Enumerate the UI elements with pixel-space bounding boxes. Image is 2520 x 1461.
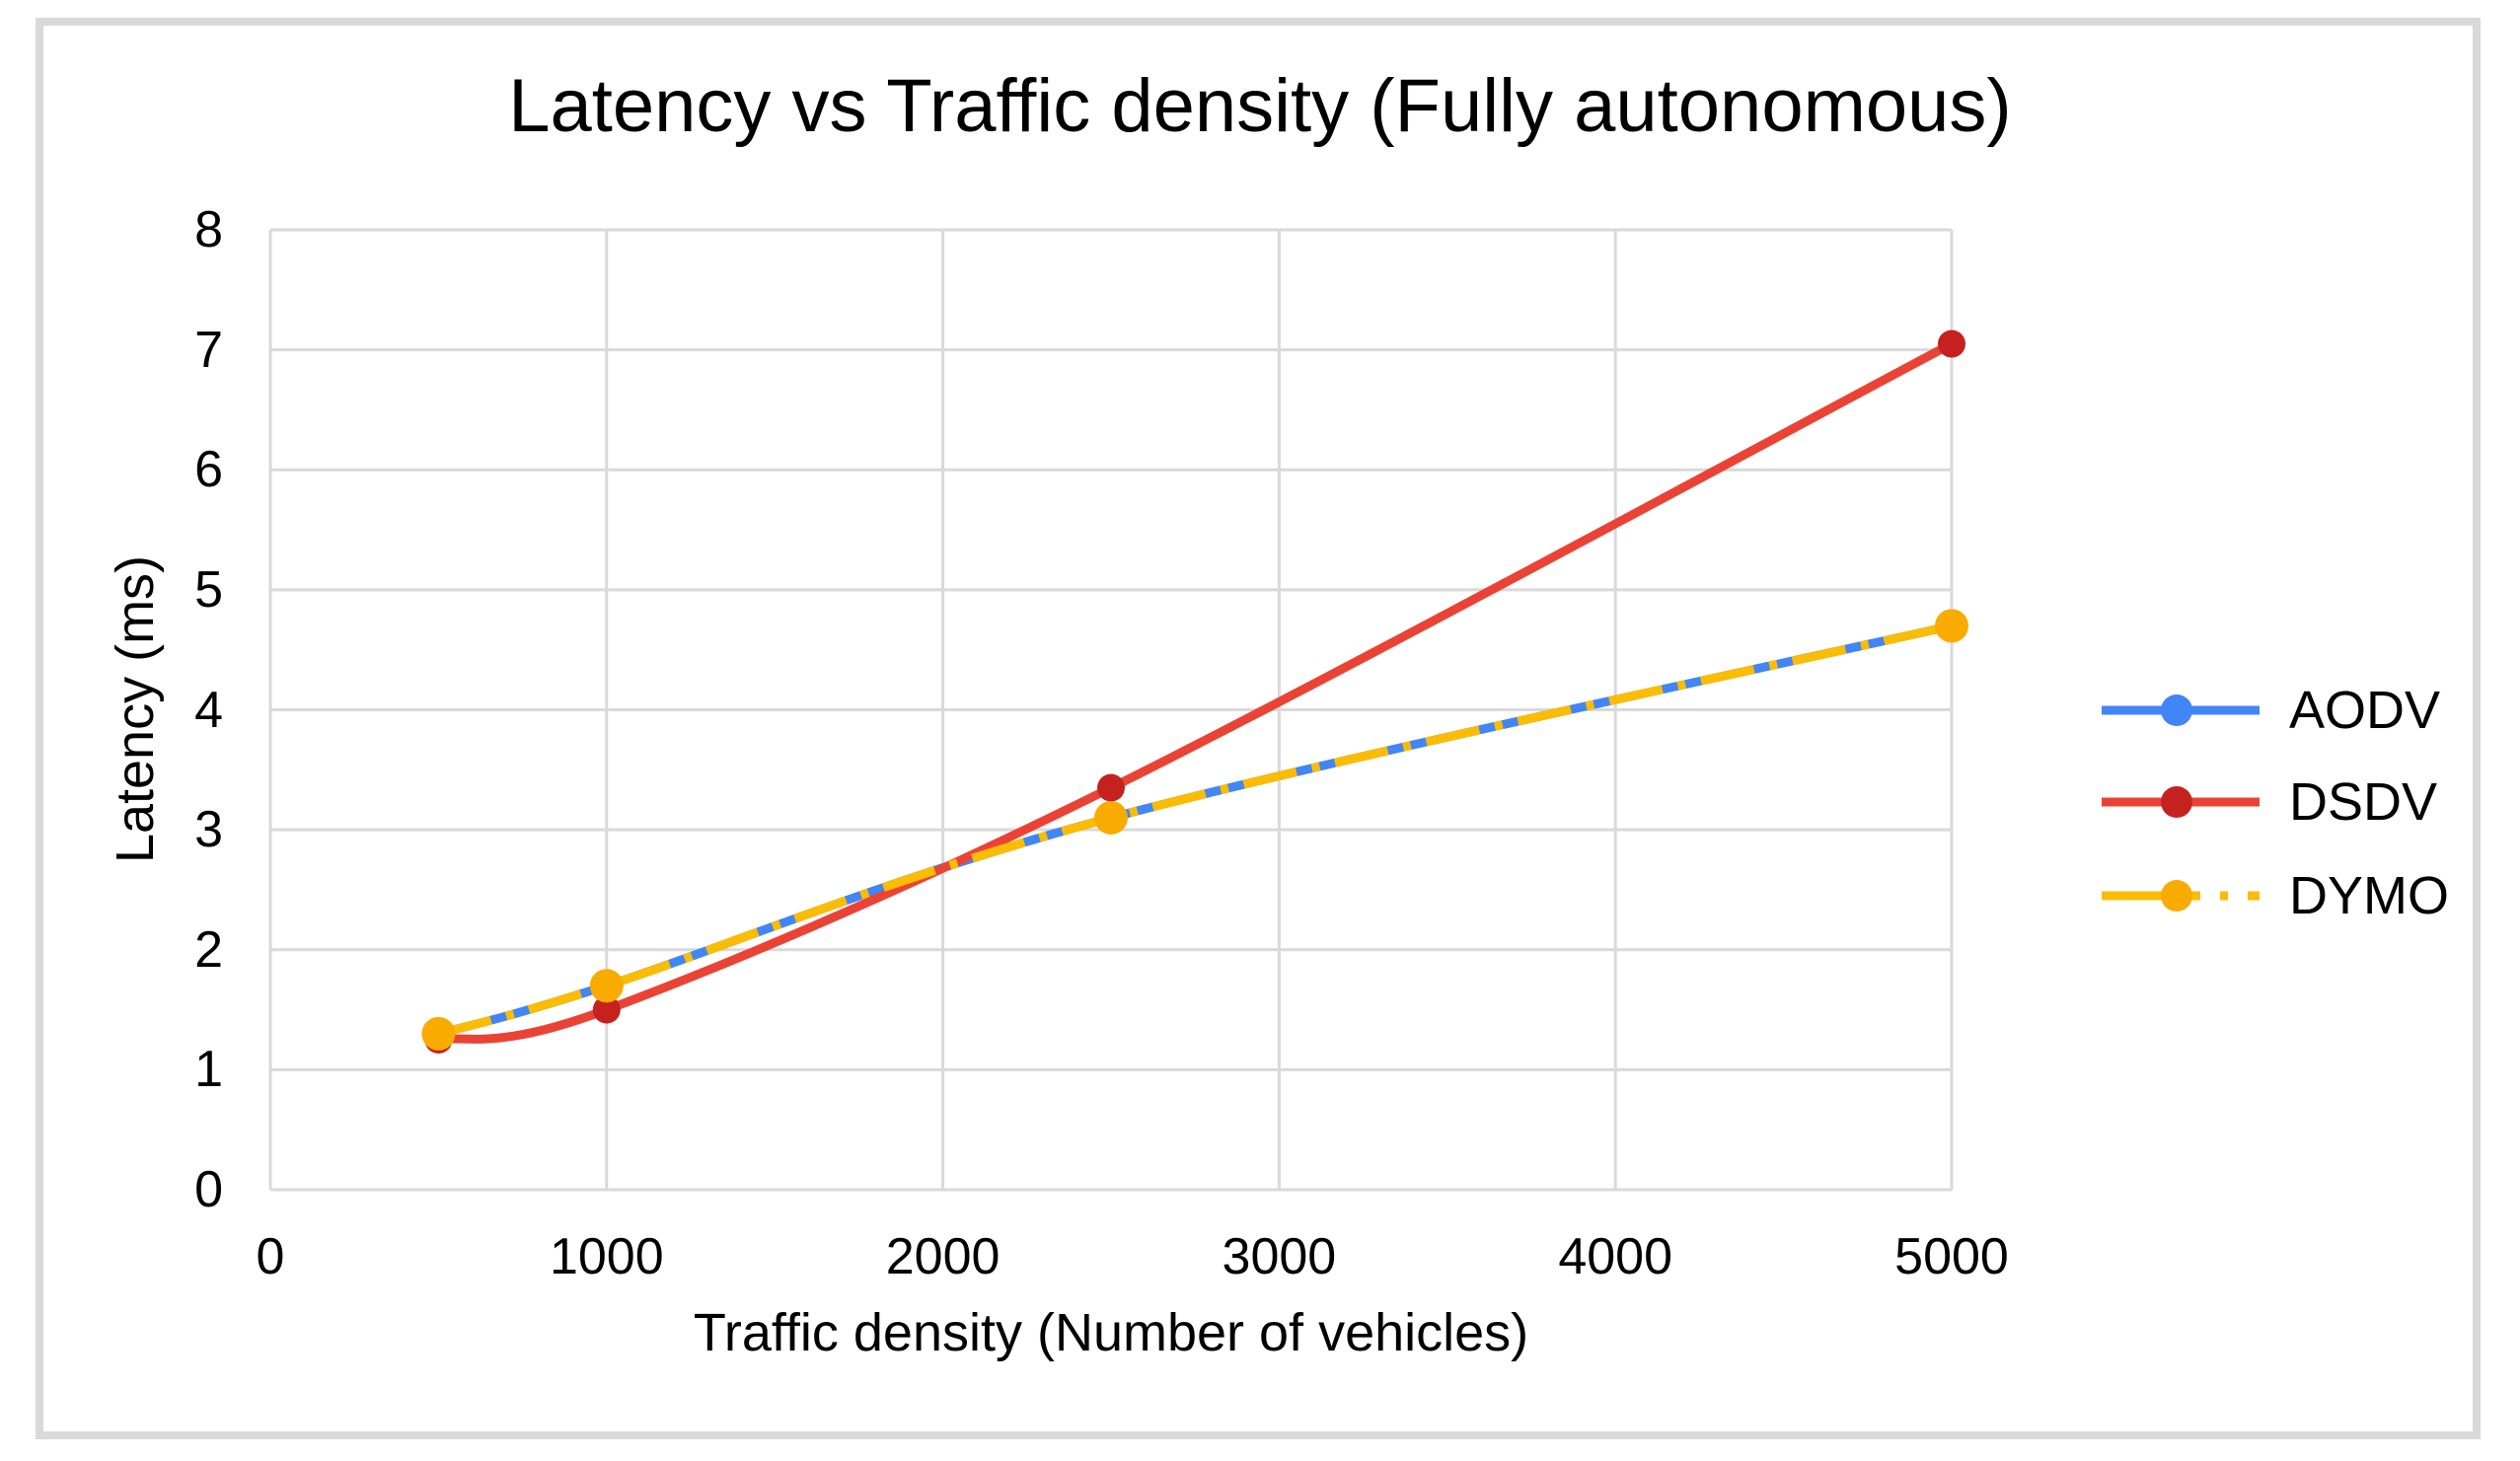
data-point-marker-dsdv xyxy=(1938,329,1965,358)
x-tick-label: 0 xyxy=(256,1228,285,1285)
x-tick-label: 5000 xyxy=(1894,1228,2009,1285)
legend-label: DYMO xyxy=(2289,866,2449,925)
x-tick-label: 2000 xyxy=(885,1228,1001,1285)
data-point-marker-dsdv xyxy=(592,995,621,1024)
legend-swatch-aodv xyxy=(2102,694,2260,726)
legend-item-dsdv: DSDV xyxy=(2100,771,2437,833)
x-tick-label: 3000 xyxy=(1222,1228,1337,1285)
chart-title: Latency vs Traffic density (Fully autono… xyxy=(508,64,2012,148)
x-axis-title: Traffic density (Number of vehicles) xyxy=(693,1303,1529,1362)
series-line-dymo xyxy=(437,621,1954,1039)
data-point-marker-dsdv xyxy=(1097,773,1125,802)
legend-marker xyxy=(2161,880,2192,912)
y-tick-label: 7 xyxy=(194,321,223,379)
legend-swatch-dymo xyxy=(2102,880,2260,912)
legend-marker xyxy=(2161,786,2192,818)
y-tick-label: 6 xyxy=(194,441,223,499)
legend-label: DSDV xyxy=(2289,772,2438,832)
y-tick-label: 0 xyxy=(194,1161,223,1218)
legend-item-dymo: DYMO xyxy=(2100,865,2449,926)
data-point-marker-dymo xyxy=(421,1016,456,1051)
x-tick-label: 4000 xyxy=(1558,1228,1673,1285)
legend-label: AODV xyxy=(2289,681,2441,740)
y-tick-label: 4 xyxy=(194,681,223,739)
y-tick-label: 1 xyxy=(194,1041,223,1099)
series-line-dsdv xyxy=(437,339,1955,1045)
legend-item-aodv: AODV xyxy=(2100,680,2440,741)
chart-border xyxy=(36,18,2481,1439)
data-point-marker-dymo xyxy=(1935,609,1968,643)
y-tick-label: 3 xyxy=(194,801,223,859)
legend-marker xyxy=(2161,694,2192,726)
y-tick-label: 8 xyxy=(194,201,223,258)
y-tick-label: 2 xyxy=(194,920,223,979)
legend-swatch-dsdv xyxy=(2102,786,2260,818)
data-point-marker-dymo xyxy=(1094,800,1128,835)
data-point-marker-dymo xyxy=(589,969,624,1003)
x-tick-label: 1000 xyxy=(549,1228,664,1285)
y-tick-label: 5 xyxy=(194,560,223,619)
